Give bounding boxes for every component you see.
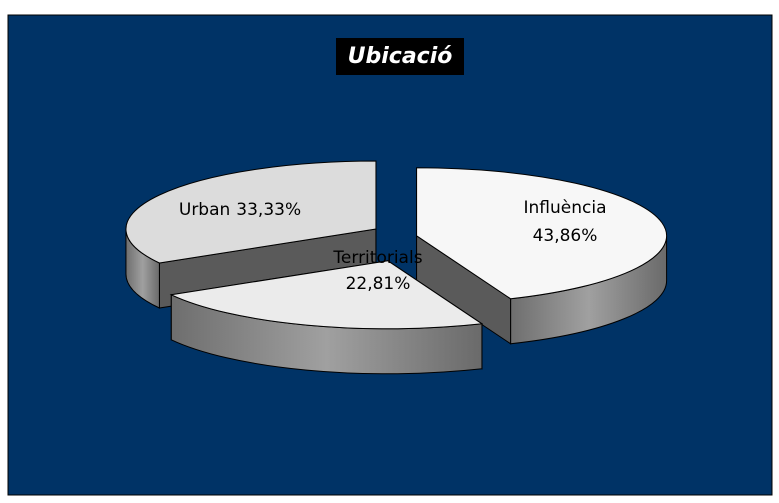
slice bbox=[416, 167, 668, 345]
slice-value: 43,86% bbox=[533, 226, 598, 246]
title-box bbox=[336, 38, 464, 75]
chart-title: Ubicació bbox=[348, 44, 453, 69]
slice-label: Territorials bbox=[332, 248, 422, 268]
slice-top bbox=[169, 260, 484, 330]
slice-name: Urban bbox=[179, 200, 230, 220]
slice bbox=[169, 259, 484, 375]
slice-label: Urban 33,33% bbox=[179, 200, 301, 220]
slice-label: Influència bbox=[524, 198, 607, 218]
slice-value: 33,33% bbox=[236, 200, 301, 220]
pie: Influència 43,86% Territorials 22,81% Urban 3… bbox=[125, 160, 668, 375]
slice-value: 22,81% bbox=[346, 274, 411, 294]
slice-top bbox=[416, 167, 668, 300]
slice-top bbox=[125, 160, 377, 264]
